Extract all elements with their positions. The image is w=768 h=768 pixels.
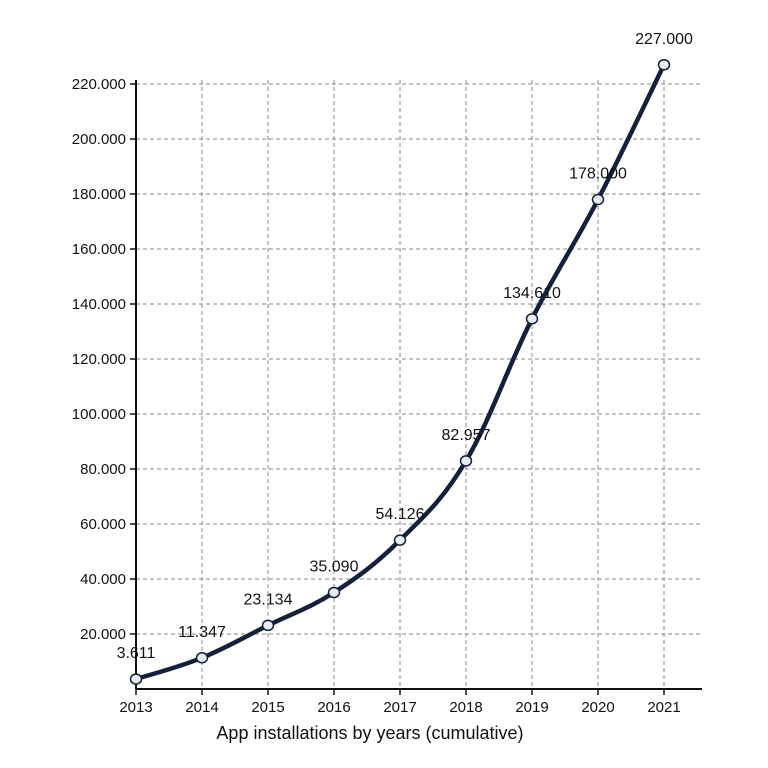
data-point-2013 [129, 673, 143, 685]
y-axis-ticks: 20.000 40.000 60.000 80.000 100.000 120.000 14… [72, 76, 136, 643]
data-label-2018: 82.957 [442, 427, 491, 444]
x-axis-title: App installations by years (cumulative) [216, 723, 523, 743]
x-tick-label: 2018 [449, 699, 482, 716]
x-tick-label: 2017 [383, 699, 416, 716]
data-point-2018 [459, 455, 473, 467]
y-tick-label: 180.000 [72, 186, 126, 203]
axes [135, 80, 702, 690]
data-label-2017: 54.126 [376, 506, 425, 523]
y-tick-label: 80.000 [80, 461, 126, 478]
y-tick-label: 60.000 [80, 516, 126, 533]
data-label-2021: 227.000 [635, 31, 693, 48]
x-tick-label: 2014 [185, 699, 218, 716]
x-tick-label: 2020 [581, 699, 614, 716]
y-tick-label: 160.000 [72, 241, 126, 258]
y-tick-label: 220.000 [72, 76, 126, 93]
data-label-2020: 178.000 [569, 166, 627, 183]
data-point-2019 [525, 313, 539, 325]
y-tick-label: 100.000 [72, 406, 126, 423]
data-label-2014: 11.347 [178, 624, 226, 641]
x-tick-label: 2016 [317, 699, 350, 716]
x-tick-label: 2021 [647, 699, 680, 716]
data-label-2013: 3.611 [117, 645, 156, 662]
x-tick-label: 2015 [251, 699, 284, 716]
data-point-2014 [195, 652, 209, 664]
data-labels: 3.611 11.347 23.134 35.090 54.126 82.957 134.6… [117, 31, 693, 662]
data-point-2016 [327, 586, 341, 599]
x-axis-ticks: 2013 2014 2015 2016 2017 2018 2019 2020 2021 [119, 689, 681, 716]
data-point-2021 [657, 59, 671, 71]
data-label-2016: 35.090 [310, 559, 359, 576]
y-tick-label: 40.000 [80, 571, 126, 588]
data-point-2020 [591, 193, 605, 206]
data-label-2019: 134.610 [503, 285, 561, 302]
data-point-2017 [393, 534, 407, 546]
y-tick-label: 200.000 [72, 131, 126, 148]
x-tick-label: 2019 [515, 699, 548, 716]
data-points [129, 59, 671, 685]
y-tick-label: 20.000 [80, 626, 126, 643]
y-tick-label: 120.000 [72, 351, 126, 368]
series-line [133, 62, 667, 682]
x-tick-label: 2013 [119, 699, 152, 716]
y-tick-label: 140.000 [72, 296, 126, 313]
data-label-2015: 23.134 [244, 591, 293, 608]
data-point-2015 [261, 619, 275, 632]
